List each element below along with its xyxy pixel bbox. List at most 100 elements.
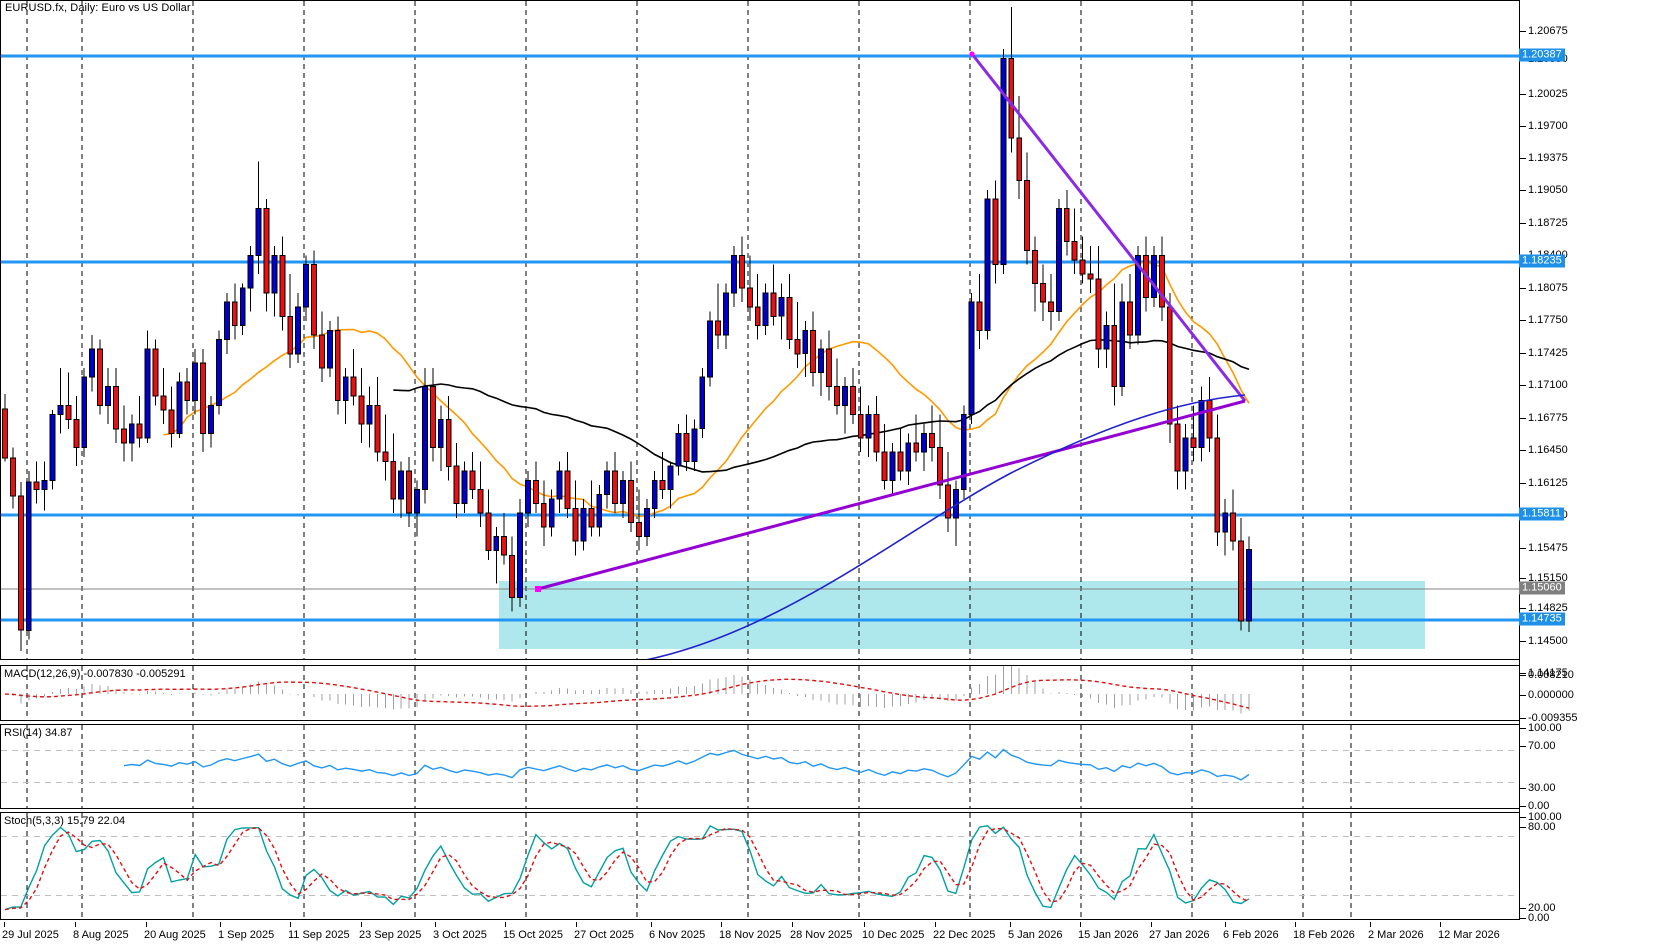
candlestick (136, 395, 143, 448)
price-axis-tick-label: 1.17100 (1528, 379, 1568, 391)
candlestick (461, 461, 468, 514)
candle-body (976, 301, 983, 331)
date-axis-label: 22 Dec 2025 (933, 929, 996, 941)
rsi-panel[interactable] (0, 724, 1520, 809)
candle-body (929, 432, 935, 448)
candle-body (25, 481, 32, 631)
candle-body (279, 254, 286, 317)
current-price-tag[interactable]: 1.15060 (1519, 581, 1565, 595)
stoch-axis-label: 100.00 (1528, 811, 1562, 823)
candlestick (897, 428, 904, 481)
candlestick (437, 405, 444, 471)
stoch-axis-label: 0.00 (1528, 912, 1550, 924)
candlestick (1111, 283, 1118, 406)
candle-body (350, 376, 357, 397)
candle-body (334, 329, 341, 402)
macd-panel[interactable] (0, 665, 1520, 721)
price-level-tag[interactable]: 1.18235 (1519, 254, 1565, 268)
price-level-tag[interactable]: 1.15811 (1519, 507, 1564, 521)
parabolic-support-curve[interactable] (607, 394, 1246, 659)
candle-body (382, 451, 389, 463)
candle-body (746, 287, 753, 308)
price-axis-line (1519, 0, 1520, 920)
axis-tick (1519, 806, 1526, 807)
macd-label: MACD(12,26,9) -0.007830 -0.005291 (4, 668, 186, 680)
candlestick (1214, 414, 1221, 546)
candlestick (525, 470, 531, 528)
candlestick (358, 367, 365, 443)
candlestick (699, 367, 706, 439)
candlestick (984, 189, 991, 340)
candle-body (406, 470, 413, 514)
price-chart-panel[interactable] (0, 0, 1520, 660)
candlestick (1032, 236, 1038, 312)
candle-body (89, 348, 96, 378)
candle-body (1087, 273, 1094, 280)
candle-body (1000, 58, 1007, 266)
candle-body (770, 292, 777, 317)
candle-body (97, 348, 103, 406)
candlestick (105, 367, 111, 425)
axis-tick (1519, 641, 1526, 642)
candle-body (1206, 400, 1213, 439)
candle-body (390, 461, 397, 500)
candlestick (390, 433, 397, 514)
candle-body (596, 493, 603, 528)
candlestick (2, 394, 8, 462)
candlestick (303, 255, 310, 321)
candlestick (738, 236, 745, 303)
candlestick (1071, 208, 1078, 275)
candlestick (802, 320, 809, 378)
candle-body (540, 503, 547, 528)
candlestick (1040, 264, 1046, 321)
candlestick (1230, 489, 1237, 551)
candlestick (1198, 386, 1205, 462)
candlestick (889, 442, 896, 495)
candlestick (1222, 499, 1229, 556)
candlestick (398, 461, 405, 518)
price-level-tag[interactable]: 1.20387 (1519, 48, 1565, 62)
date-axis-tick (1151, 922, 1152, 927)
candlestick (1079, 236, 1086, 284)
candlestick (453, 442, 460, 518)
candlestick (1238, 517, 1244, 631)
candlestick (968, 292, 975, 425)
trendline-anchor-point[interactable] (535, 586, 541, 592)
date-axis-label: 5 Jan 2026 (1008, 929, 1063, 941)
macd-signal-line (4, 678, 1250, 709)
candle-body (548, 498, 555, 528)
candle-body (1198, 400, 1205, 449)
candlestick (208, 395, 215, 448)
candle-body (810, 329, 817, 373)
candlestick (350, 349, 357, 406)
candle-body (136, 423, 143, 439)
candle-body (1158, 254, 1165, 308)
candlestick (794, 302, 801, 368)
candle-body (469, 470, 476, 491)
axis-tick (1519, 483, 1526, 484)
stochastic-panel[interactable] (0, 812, 1520, 920)
candlestick (223, 292, 230, 354)
candle-body (1032, 250, 1038, 284)
candlestick (1246, 536, 1252, 633)
candle-body (1222, 512, 1229, 533)
candlestick (17, 482, 24, 651)
price-level-tag[interactable]: 1.14735 (1519, 612, 1565, 626)
descending-trendline[interactable] (970, 53, 1247, 402)
candle-body (295, 306, 302, 355)
candlestick (905, 433, 912, 485)
candlestick (279, 236, 286, 331)
ascending-trendline[interactable] (537, 399, 1246, 591)
candle-body (1135, 254, 1141, 336)
candlestick (1206, 377, 1213, 453)
stoch-axis-label: 20.00 (1528, 902, 1556, 914)
axis-tick (1519, 673, 1526, 674)
candlestick (1055, 199, 1062, 321)
candlestick (1048, 274, 1054, 331)
candle-body (1071, 240, 1078, 261)
candlestick (683, 414, 690, 471)
candlestick (382, 414, 389, 481)
axis-tick (1519, 548, 1526, 549)
candle-body (311, 264, 318, 336)
trendline-anchor-point[interactable] (969, 51, 975, 57)
